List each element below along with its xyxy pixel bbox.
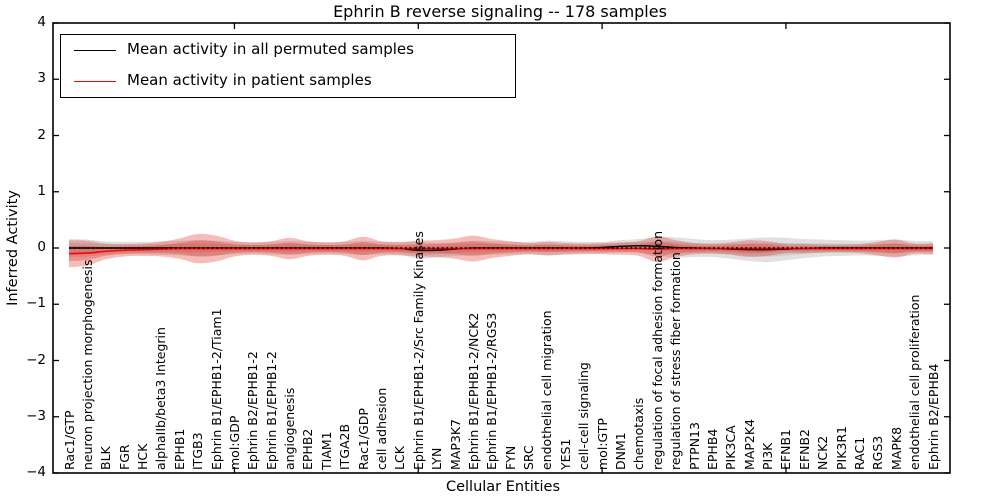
- x-category-label: HCK: [135, 443, 151, 470]
- x-category-label: Ephrin B2/EPHB1-2: [245, 351, 261, 470]
- patient-band-outer: [69, 233, 933, 268]
- x-category-label: Ephrin B2/EPHB4: [925, 363, 941, 470]
- x-category-label: PI3K: [760, 442, 776, 470]
- y-tick-label: 1: [37, 182, 46, 199]
- x-category-label: FYN: [502, 445, 518, 470]
- x-category-label: Ephrin B1/EPHB1-2/RGS3: [484, 312, 500, 470]
- x-category-label: Ephrin B1/EPHB1-2/Src Family Kinases: [410, 231, 426, 470]
- x-category-label: PIK3R1: [833, 425, 849, 470]
- legend-label: Mean activity in all permuted samples: [127, 40, 414, 58]
- x-category-label: Rac1/GTP: [61, 410, 77, 470]
- y-tick-label: 4: [37, 14, 46, 30]
- x-category-label: angiogenesis: [282, 387, 298, 470]
- x-category-label: endothelial cell migration: [539, 310, 555, 470]
- y-tick-label: −2: [26, 351, 46, 368]
- legend-line-red: [74, 81, 116, 82]
- x-category-label: PIK3CA: [723, 425, 739, 470]
- x-category-label: LYN: [429, 447, 445, 470]
- y-tick-label: 2: [37, 126, 46, 143]
- legend: Mean activity in all permuted samples Me…: [60, 34, 516, 98]
- x-category-label: ITGB3: [190, 432, 206, 470]
- y-tick-label: 0: [37, 239, 46, 255]
- x-category-label: NCK2: [815, 435, 831, 470]
- x-category-label: chemotaxis: [631, 397, 647, 470]
- x-category-label: endothelial cell proliferation: [907, 294, 923, 470]
- x-category-label: Ephrin B1/EPHB1-2: [263, 351, 279, 470]
- x-category-label: EPHB4: [704, 428, 720, 470]
- x-category-label: SRC: [521, 445, 537, 470]
- x-category-label: EFNB2: [796, 429, 812, 470]
- permuted-band-outer: [69, 237, 933, 263]
- patient-band-inner: [69, 240, 933, 262]
- x-category-label: Rac1/GDP: [355, 408, 371, 470]
- x-category-label: cell-cell signaling: [576, 362, 592, 470]
- x-category-label: neuron projection morphogenesis: [79, 259, 95, 470]
- x-category-label: MAP2K4: [741, 419, 757, 470]
- x-category-label: mol:GDP: [226, 415, 242, 470]
- x-category-label: EPHB2: [300, 428, 316, 470]
- y-tick-label: −1: [26, 295, 46, 312]
- legend-label: Mean activity in patient samples: [127, 71, 372, 89]
- x-category-label: regulation of focal adhesion formation: [649, 231, 665, 470]
- y-tick-label: −4: [26, 464, 46, 480]
- x-category-label: YES1: [557, 438, 573, 470]
- chart-title: Ephrin B reverse signaling -- 178 sample…: [333, 2, 667, 21]
- x-category-label: Ephrin B1/EPHB1-2/Tiam1: [208, 308, 224, 470]
- x-category-label: alphaIIb/beta3 Integrin: [153, 327, 169, 470]
- x-category-label: LCK: [392, 446, 408, 470]
- legend-item-patient: Mean activity in patient samples: [61, 67, 515, 98]
- x-category-label: FGR: [116, 444, 132, 470]
- x-category-label: EFNB1: [778, 429, 794, 470]
- x-category-label: EPHB1: [171, 428, 187, 470]
- x-category-label: DNM1: [612, 432, 628, 470]
- x-category-label: Ephrin B1/EPHB1-2/NCK2: [465, 312, 481, 470]
- x-category-label: RAC1: [851, 436, 867, 470]
- y-tick-label: −3: [26, 407, 46, 424]
- x-category-label: PTPN13: [686, 422, 702, 470]
- x-category-label: ITGA2B: [337, 423, 353, 470]
- x-category-label: RGS3: [870, 435, 886, 470]
- x-category-label: TIAM1: [318, 431, 334, 470]
- x-category-label: MAP3K7: [447, 419, 463, 470]
- y-tick-label: 3: [37, 70, 46, 87]
- x-category-label: BLK: [98, 446, 114, 470]
- legend-item-permuted: Mean activity in all permuted samples: [61, 36, 515, 67]
- x-category-label: mol:GTP: [594, 418, 610, 470]
- legend-line-black: [74, 50, 116, 51]
- x-category-label: MAPK8: [888, 426, 904, 470]
- x-category-label: regulation of stress fiber formation: [668, 252, 684, 470]
- x-axis-label: Cellular Entities: [445, 479, 561, 495]
- x-category-label: cell adhesion: [374, 387, 389, 470]
